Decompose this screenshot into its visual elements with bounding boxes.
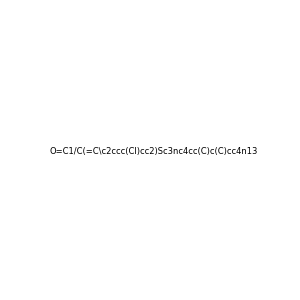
Text: O=C1/C(=C\c2ccc(Cl)cc2)Sc3nc4cc(C)c(C)cc4n13: O=C1/C(=C\c2ccc(Cl)cc2)Sc3nc4cc(C)c(C)cc… (50, 147, 258, 156)
